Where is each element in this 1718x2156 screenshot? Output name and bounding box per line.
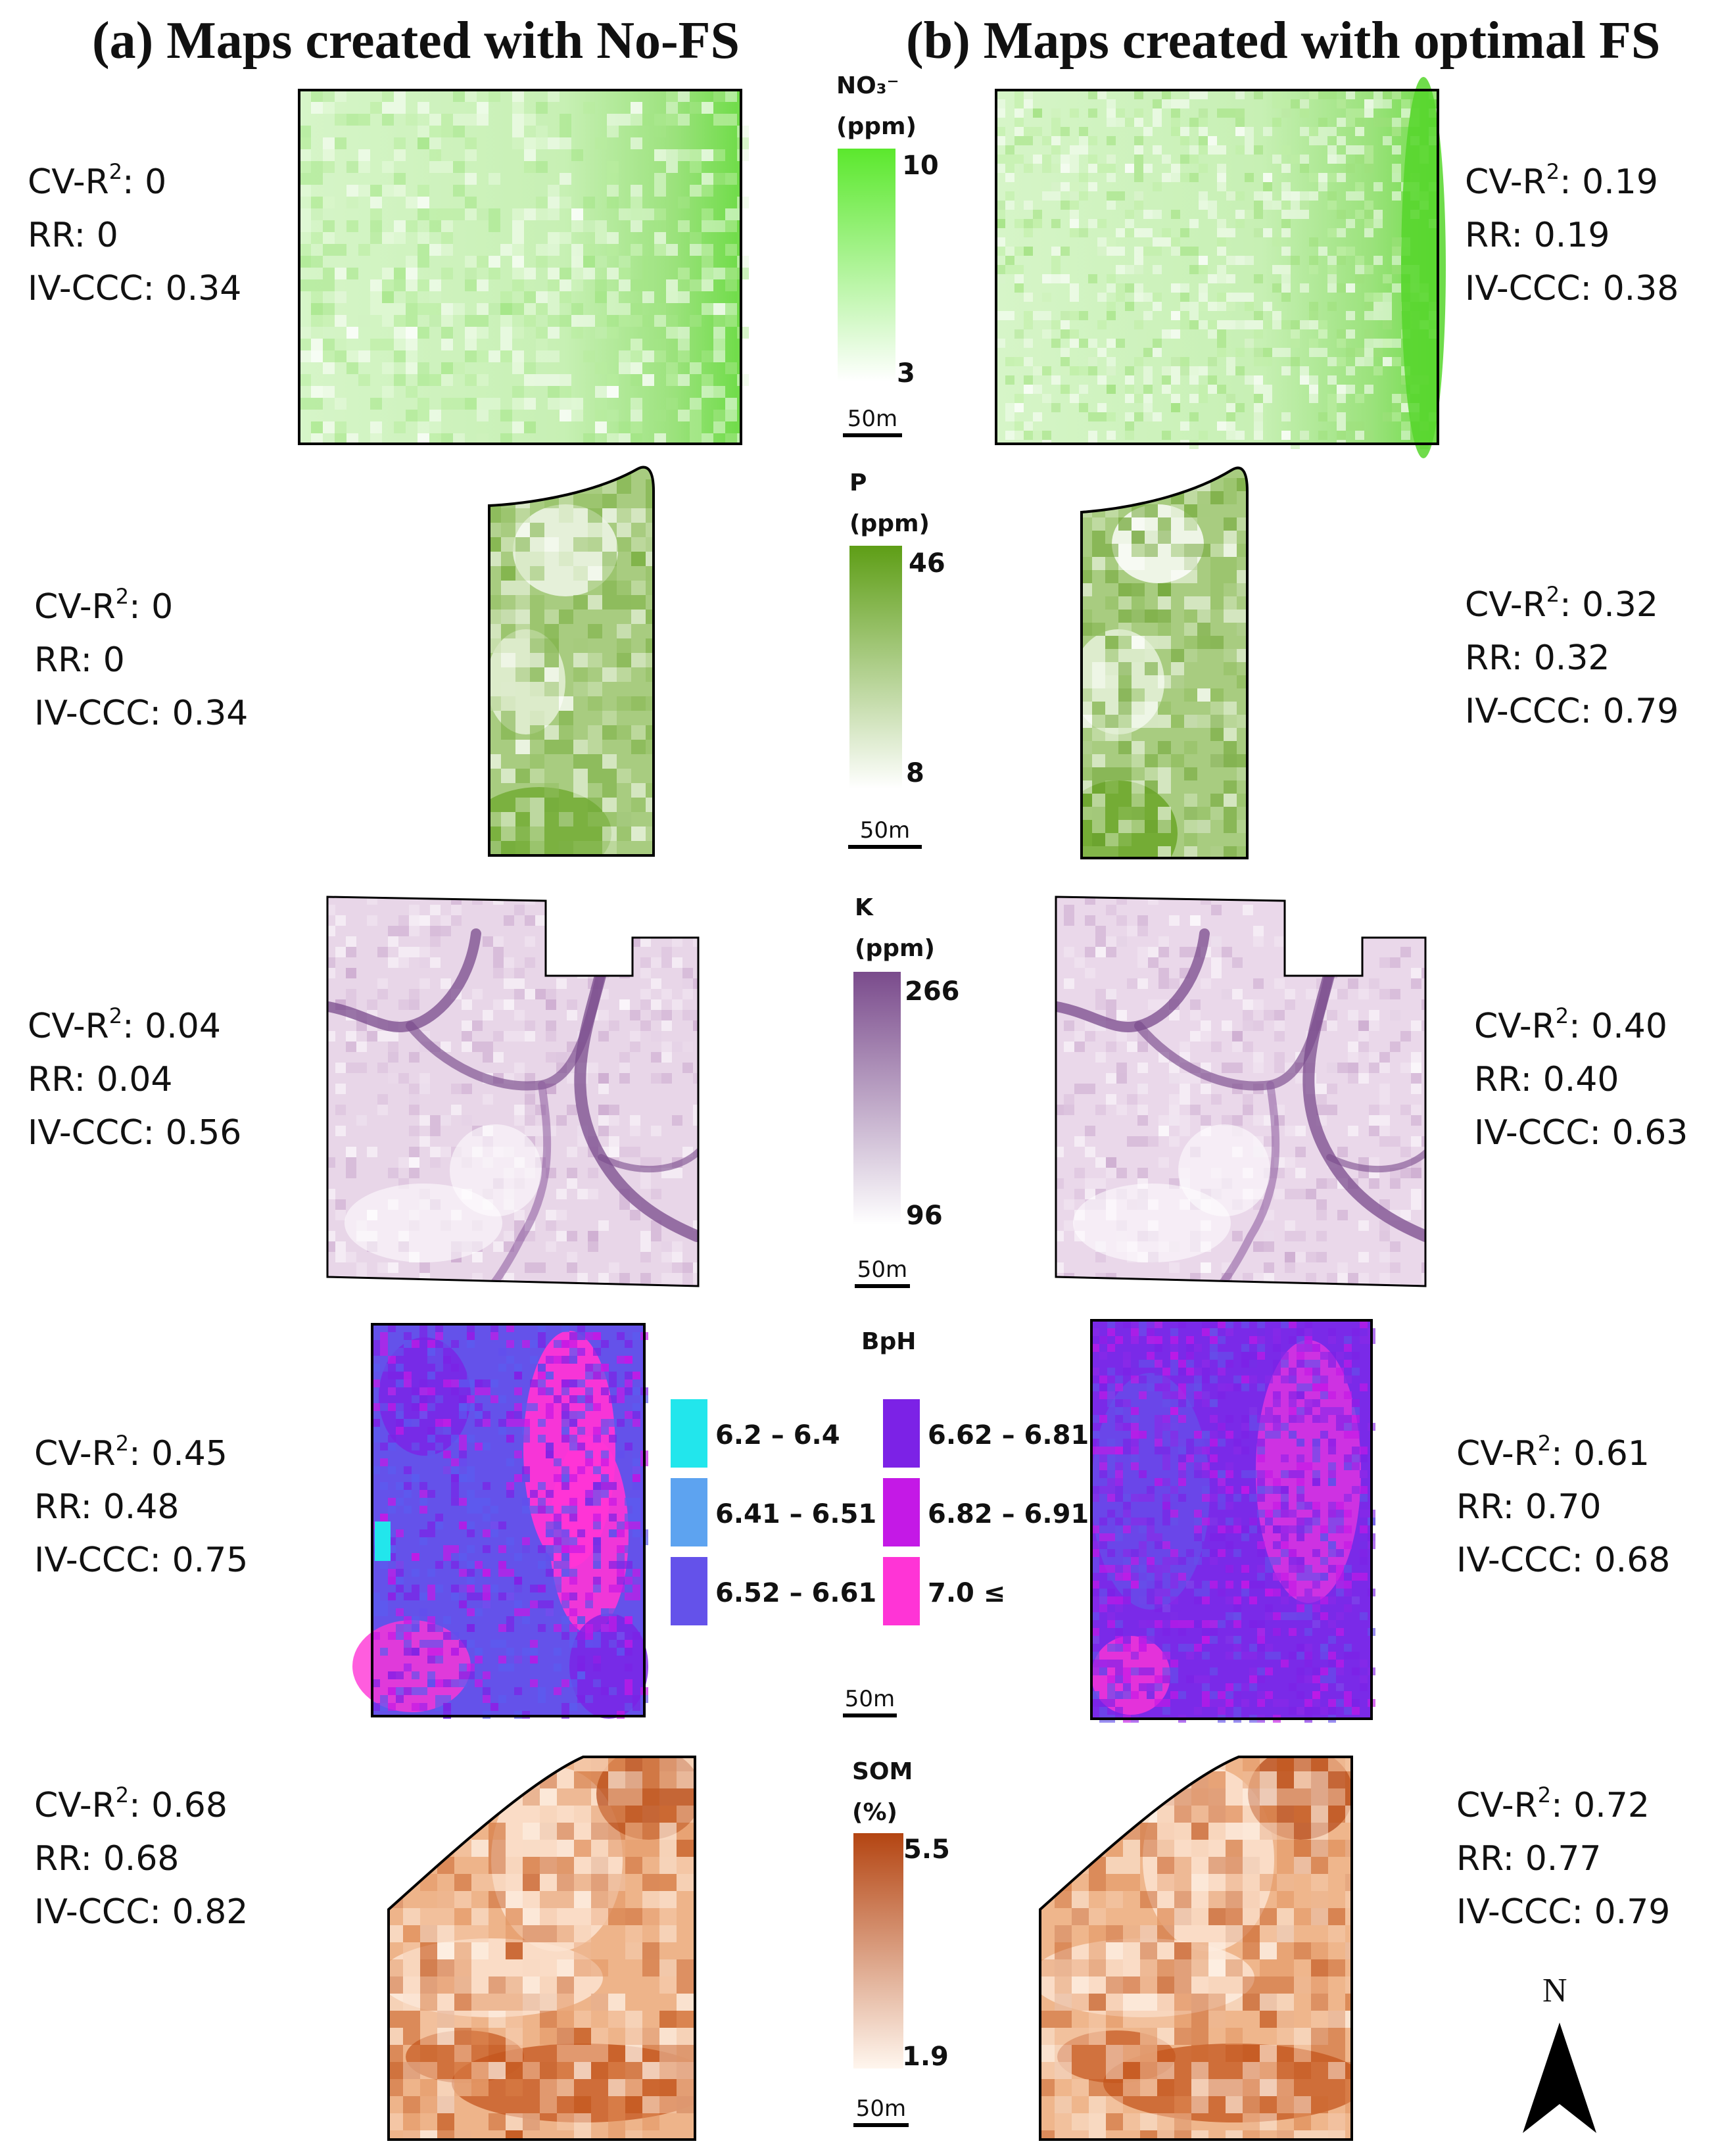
cv-r2-metric: CV-R2: 0.72 bbox=[1456, 1783, 1650, 1825]
metrics-p-no-fs: CV-R2: 0 RR: 0 IV-CCC: 0.34 bbox=[34, 581, 248, 740]
iv-ccc-metric: IV-CCC: 0.82 bbox=[34, 1892, 249, 1932]
no3-scale-bar: 50m bbox=[843, 406, 902, 437]
p-legend-max: 46 bbox=[909, 548, 945, 579]
bph-class-swatch bbox=[883, 1399, 920, 1468]
cv-r2-metric: CV-R2: 0.68 bbox=[34, 1783, 227, 1825]
no3-map-no-fs bbox=[298, 89, 749, 445]
iv-ccc-metric: IV-CCC: 0.38 bbox=[1465, 269, 1679, 308]
cv-r2-metric: CV-R2: 0.32 bbox=[1465, 582, 1658, 625]
rr-metric: RR: 0.48 bbox=[34, 1487, 179, 1527]
som-legend-min: 1.9 bbox=[902, 2042, 949, 2072]
p-scale-bar: 50m bbox=[848, 817, 922, 849]
bph-map-optimal-fs bbox=[1090, 1319, 1375, 1723]
k-legend-min: 96 bbox=[906, 1201, 943, 1231]
rr-metric: RR: 0.19 bbox=[1465, 216, 1610, 255]
som-map-no-fs bbox=[387, 1756, 696, 2141]
cv-r2-metric: CV-R2: 0.19 bbox=[1465, 159, 1658, 202]
no3-legend-ramp bbox=[838, 149, 895, 381]
header-optimal-fs: (b) Maps created with optimal FS bbox=[906, 12, 1661, 70]
k-legend-max: 266 bbox=[905, 976, 960, 1007]
cv-r2-metric: CV-R2: 0.61 bbox=[1456, 1431, 1650, 1473]
cv-r2-metric: CV-R2: 0.40 bbox=[1474, 1003, 1667, 1046]
som-scale-bar: 50m bbox=[853, 2096, 909, 2127]
cv-r2-metric: CV-R2: 0.04 bbox=[28, 1003, 221, 1046]
rr-metric: RR: 0.32 bbox=[1465, 638, 1610, 678]
som-legend-title: SOM (%) bbox=[852, 1758, 913, 1826]
bph-class-label: 6.62 – 6.81 bbox=[928, 1420, 1089, 1450]
no3-map-optimal-fs bbox=[995, 77, 1446, 458]
no3-legend-title: NO₃⁻ (ppm) bbox=[836, 72, 917, 140]
iv-ccc-metric: IV-CCC: 0.79 bbox=[1465, 692, 1679, 731]
bph-class-label: 6.2 – 6.4 bbox=[715, 1420, 840, 1450]
rr-metric: RR: 0.70 bbox=[1456, 1487, 1602, 1527]
no3-legend-max: 10 bbox=[902, 151, 939, 181]
bph-class-label: 6.82 – 6.91 bbox=[928, 1499, 1089, 1529]
cv-r2-metric: CV-R2: 0.45 bbox=[34, 1431, 227, 1473]
bph-class-swatch bbox=[671, 1478, 707, 1546]
p-map-no-fs bbox=[488, 466, 655, 857]
som-map-optimal-fs bbox=[1039, 1756, 1353, 2141]
metrics-bph-optimal-fs: CV-R2: 0.61 RR: 0.70 IV-CCC: 0.68 bbox=[1456, 1427, 1670, 1587]
rr-metric: RR: 0.40 bbox=[1474, 1060, 1619, 1099]
k-map-no-fs bbox=[326, 896, 700, 1287]
north-arrow-icon bbox=[1523, 2023, 1596, 2133]
cv-r2-metric: CV-R2: 0 bbox=[28, 159, 167, 202]
k-legend-title: K (ppm) bbox=[855, 894, 935, 962]
k-scale-bar: 50m bbox=[855, 1257, 910, 1288]
p-map-optimal-fs bbox=[1080, 466, 1249, 859]
rr-metric: RR: 0 bbox=[34, 640, 125, 680]
bph-class-swatch bbox=[883, 1478, 920, 1546]
metrics-som-no-fs: CV-R2: 0.68 RR: 0.68 IV-CCC: 0.82 bbox=[34, 1779, 248, 1939]
iv-ccc-metric: IV-CCC: 0.34 bbox=[28, 269, 242, 308]
bph-map-no-fs bbox=[352, 1323, 648, 1719]
bph-class-swatch bbox=[883, 1557, 920, 1625]
som-legend-ramp bbox=[853, 1833, 903, 2069]
metrics-k-no-fs: CV-R2: 0.04 RR: 0.04 IV-CCC: 0.56 bbox=[28, 1000, 241, 1160]
iv-ccc-metric: IV-CCC: 0.75 bbox=[34, 1541, 249, 1580]
bph-class-label: 7.0 ≤ bbox=[928, 1578, 1006, 1608]
metrics-no3-no-fs: CV-R2: 0 RR: 0 IV-CCC: 0.34 bbox=[28, 156, 241, 316]
p-legend-ramp bbox=[849, 546, 902, 789]
rr-metric: RR: 0 bbox=[28, 216, 118, 255]
metrics-som-optimal-fs: CV-R2: 0.72 RR: 0.77 IV-CCC: 0.79 bbox=[1456, 1779, 1670, 1939]
bph-legend-title: BpH bbox=[861, 1328, 917, 1355]
iv-ccc-metric: IV-CCC: 0.79 bbox=[1456, 1892, 1671, 1932]
iv-ccc-metric: IV-CCC: 0.34 bbox=[34, 694, 249, 733]
k-map-optimal-fs bbox=[1055, 896, 1427, 1287]
iv-ccc-metric: IV-CCC: 0.68 bbox=[1456, 1541, 1671, 1580]
bph-class-swatch bbox=[671, 1557, 707, 1625]
header-no-fs: (a) Maps created with No-FS bbox=[92, 12, 740, 70]
no3-legend-min: 3 bbox=[897, 358, 915, 389]
iv-ccc-metric: IV-CCC: 0.56 bbox=[28, 1113, 242, 1153]
p-legend-min: 8 bbox=[906, 758, 924, 788]
som-legend-max: 5.5 bbox=[903, 1834, 950, 1865]
rr-metric: RR: 0.68 bbox=[34, 1839, 179, 1879]
rr-metric: RR: 0.77 bbox=[1456, 1839, 1602, 1879]
metrics-k-optimal-fs: CV-R2: 0.40 RR: 0.40 IV-CCC: 0.63 bbox=[1474, 1000, 1688, 1160]
k-legend-ramp bbox=[853, 972, 901, 1225]
iv-ccc-metric: IV-CCC: 0.63 bbox=[1474, 1113, 1688, 1153]
metrics-p-optimal-fs: CV-R2: 0.32 RR: 0.32 IV-CCC: 0.79 bbox=[1465, 579, 1679, 738]
north-label: N bbox=[1542, 1972, 1567, 2009]
metrics-no3-optimal-fs: CV-R2: 0.19 RR: 0.19 IV-CCC: 0.38 bbox=[1465, 156, 1679, 316]
bph-class-label: 6.41 – 6.51 bbox=[715, 1499, 877, 1529]
metrics-bph-no-fs: CV-R2: 0.45 RR: 0.48 IV-CCC: 0.75 bbox=[34, 1427, 248, 1587]
bph-class-swatch bbox=[671, 1399, 707, 1468]
bph-scale-bar: 50m bbox=[843, 1686, 897, 1717]
rr-metric: RR: 0.04 bbox=[28, 1060, 173, 1099]
p-legend-title: P (ppm) bbox=[849, 469, 930, 537]
cv-r2-metric: CV-R2: 0 bbox=[34, 584, 174, 627]
bph-class-label: 6.52 – 6.61 bbox=[715, 1578, 877, 1608]
